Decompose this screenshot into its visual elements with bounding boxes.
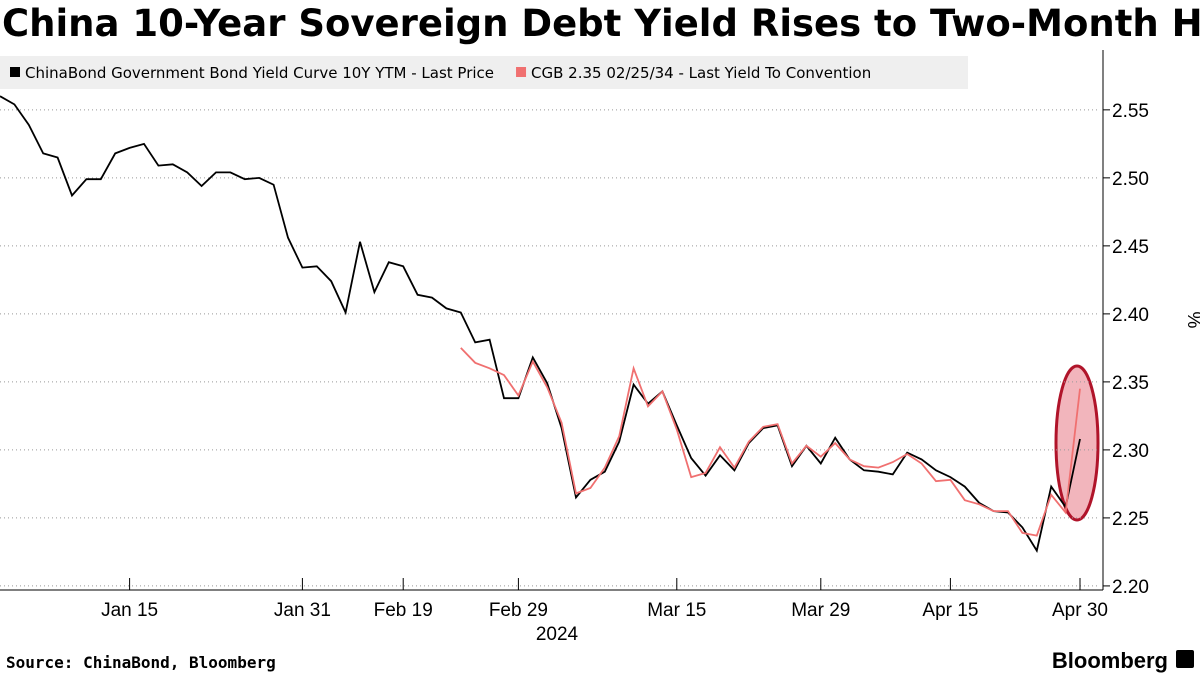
- y-tick-label: 2.55: [1112, 101, 1149, 122]
- brand: Bloomberg: [1052, 648, 1168, 673]
- brand-icon: [1176, 650, 1194, 668]
- x-tick-label: Apr 15: [922, 600, 978, 621]
- y-tick-label: 2.35: [1112, 373, 1149, 394]
- y-tick-label: 2.45: [1112, 237, 1149, 258]
- x-tick-label: Feb 29: [489, 600, 548, 621]
- legend: ChinaBond Government Bond Yield Curve 10…: [10, 64, 871, 82]
- series-line: [0, 95, 1081, 553]
- legend-background: [0, 56, 968, 89]
- legend-swatch: [516, 67, 527, 77]
- legend-label: ChinaBond Government Bond Yield Curve 10…: [25, 64, 494, 82]
- x-tick-label: Jan 31: [274, 600, 331, 621]
- y-tick-label: 2.40: [1112, 305, 1149, 326]
- x-year-label: 2024: [536, 624, 579, 645]
- x-tick-label: Mar 29: [791, 600, 850, 621]
- series-line: [460, 347, 1081, 537]
- x-tick-label: Mar 15: [647, 600, 706, 621]
- x-tick-label: Jan 15: [101, 600, 158, 621]
- y-axis-label: %: [1183, 312, 1200, 329]
- chart-title: China 10-Year Sovereign Debt Yield Rises…: [2, 2, 1200, 45]
- y-tick-label: 2.20: [1112, 577, 1149, 598]
- x-tick-label: Feb 19: [374, 600, 433, 621]
- source: Source: ChinaBond, Bloomberg: [6, 653, 276, 672]
- legend-label: CGB 2.35 02/25/34 - Last Yield To Conven…: [531, 64, 871, 82]
- legend-swatch: [10, 67, 20, 77]
- x-tick-label: Apr 30: [1052, 600, 1108, 621]
- y-tick-label: 2.50: [1112, 169, 1149, 190]
- y-tick-label: 2.25: [1112, 509, 1149, 530]
- highlight: [1054, 364, 1100, 522]
- y-tick-label: 2.30: [1112, 441, 1149, 462]
